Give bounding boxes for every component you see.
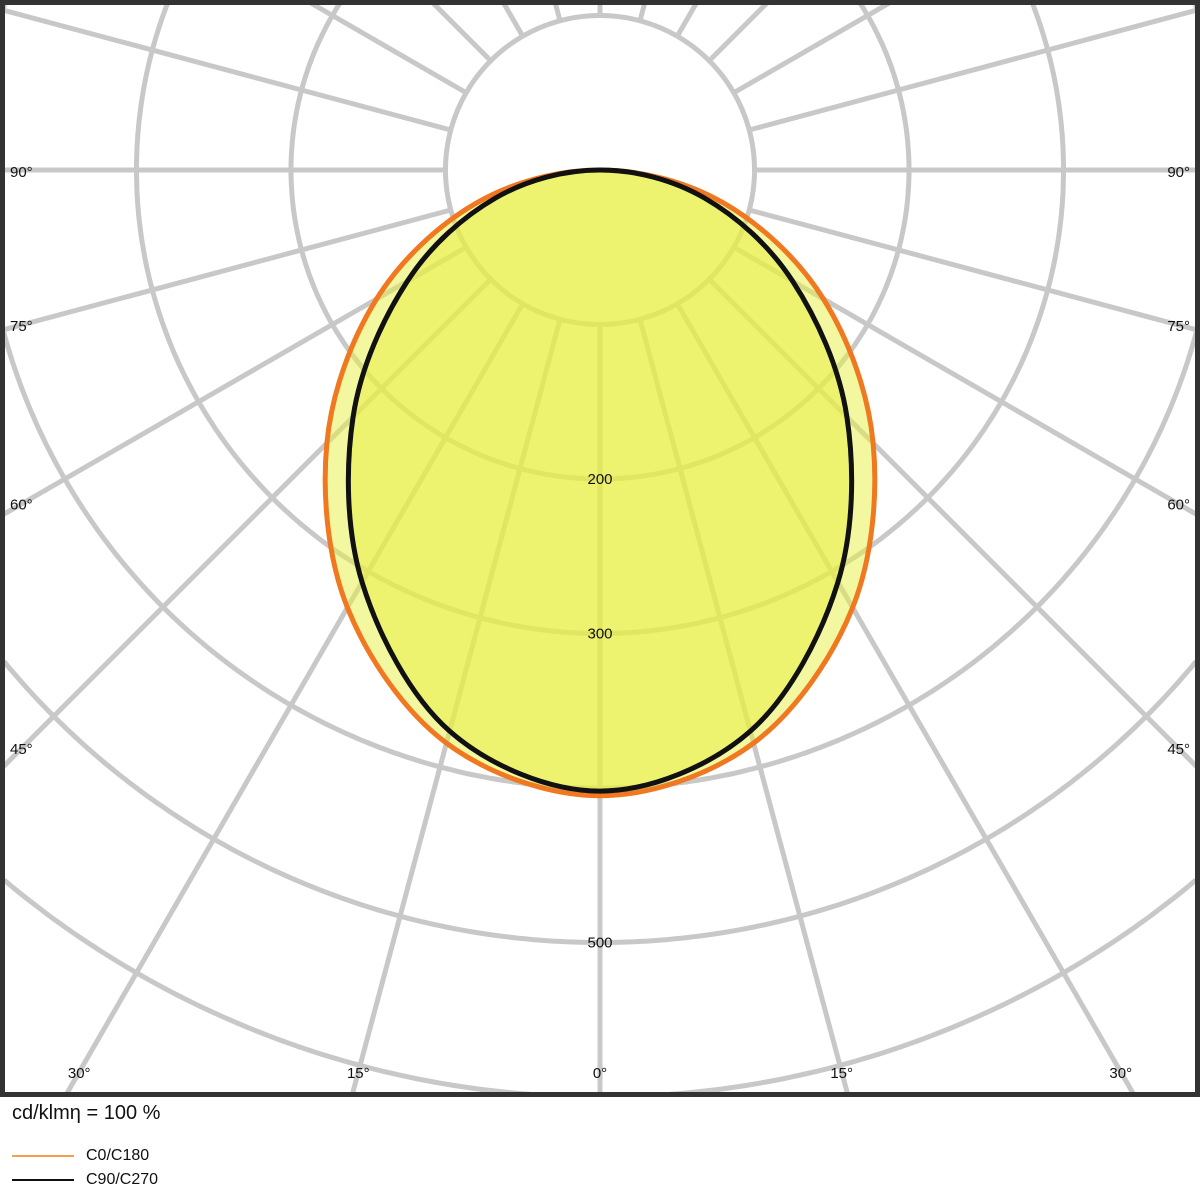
angle-label-right: 75° <box>1167 318 1190 335</box>
angle-label-left: 60° <box>10 497 33 514</box>
angle-label-bottom: 15° <box>830 1065 853 1082</box>
grid-ray-150 <box>675 0 701 38</box>
angle-label-right: 60° <box>1167 497 1190 514</box>
grid-ray-105 <box>748 6 1200 133</box>
polar-chart: 200 300 500 90° 75° 60° 45° 90° 75° 60° 45° 30° 15° 0… <box>0 0 1200 1097</box>
grid-ray-135 <box>707 0 772 63</box>
grid-ray-240 <box>304 0 468 95</box>
grid-ray-210 <box>499 0 525 38</box>
curves <box>322 167 878 799</box>
angle-label-bottom: 30° <box>1109 1065 1132 1082</box>
labels: 200 300 500 90° 75° 60° 45° 90° 75° 60° 45° 30° 15° 0… <box>10 164 1190 1082</box>
legend-label: C0/C180 <box>86 1147 150 1164</box>
angle-label-right: 45° <box>1167 741 1190 758</box>
legend-label: C90/C270 <box>86 1171 159 1188</box>
angle-label-bottom: 0° <box>593 1065 607 1082</box>
angle-label-right: 90° <box>1167 164 1190 181</box>
grid-ray-75 <box>748 207 1200 334</box>
legend-swatch <box>12 1155 74 1157</box>
legend-swatch <box>12 1179 74 1181</box>
angle-label-bottom: 15° <box>347 1065 370 1082</box>
radial-label: 300 <box>587 626 612 643</box>
legend-item-c0: C0/C180 <box>12 1146 149 1166</box>
grid-ray-225 <box>428 0 493 63</box>
series-curve-c90-c270 <box>345 167 855 794</box>
legend-item-c90: C90/C270 <box>12 1170 158 1190</box>
unit-label: cd/klmη = 100 % <box>12 1102 161 1124</box>
grid-ray-285 <box>0 207 452 334</box>
angle-label-bottom: 30° <box>68 1065 91 1082</box>
angle-label-left: 90° <box>10 164 33 181</box>
grid-ray-120 <box>732 0 896 95</box>
radial-label: 200 <box>587 471 612 488</box>
radial-label: 500 <box>587 935 612 952</box>
chart-frame <box>0 0 1200 1097</box>
angle-label-left: 75° <box>10 318 33 335</box>
grid-circle-500 <box>1 659 1199 945</box>
grid-circle-600 <box>2 878 1198 1097</box>
grid-ray-255 <box>0 6 452 133</box>
angle-label-left: 45° <box>10 741 33 758</box>
